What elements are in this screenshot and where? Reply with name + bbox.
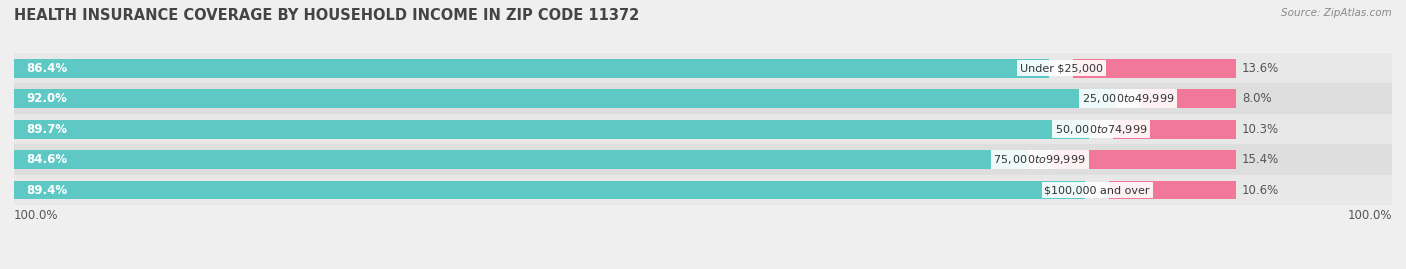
Bar	[1140, 89, 1236, 108]
Bar	[14, 150, 1028, 169]
Text: HEALTH INSURANCE COVERAGE BY HOUSEHOLD INCOME IN ZIP CODE 11372: HEALTH INSURANCE COVERAGE BY HOUSEHOLD I…	[14, 8, 640, 23]
Text: 84.6%: 84.6%	[27, 153, 67, 166]
Bar	[1112, 120, 1236, 139]
Bar	[14, 144, 1392, 175]
Bar	[1073, 59, 1236, 78]
Bar	[14, 180, 1085, 200]
Bar	[14, 59, 1049, 78]
Text: 8.0%: 8.0%	[1241, 92, 1272, 105]
Bar	[14, 83, 1392, 114]
Bar	[14, 53, 1392, 83]
Text: Under $25,000: Under $25,000	[1019, 63, 1102, 73]
Text: $25,000 to $49,999: $25,000 to $49,999	[1083, 92, 1174, 105]
Text: 10.3%: 10.3%	[1241, 123, 1279, 136]
Text: Source: ZipAtlas.com: Source: ZipAtlas.com	[1281, 8, 1392, 18]
Text: $100,000 and over: $100,000 and over	[1045, 185, 1150, 195]
Text: 15.4%: 15.4%	[1241, 153, 1279, 166]
Legend: With Coverage, Without Coverage: With Coverage, Without Coverage	[572, 266, 834, 269]
Text: 100.0%: 100.0%	[14, 209, 59, 222]
Text: 89.7%: 89.7%	[27, 123, 67, 136]
Text: 10.6%: 10.6%	[1241, 183, 1279, 197]
Bar	[1052, 150, 1236, 169]
Bar	[14, 175, 1392, 205]
Text: 92.0%: 92.0%	[27, 92, 67, 105]
Text: $75,000 to $99,999: $75,000 to $99,999	[994, 153, 1085, 166]
Text: 13.6%: 13.6%	[1241, 62, 1279, 75]
Text: 100.0%: 100.0%	[1347, 209, 1392, 222]
Bar	[1109, 180, 1236, 200]
Text: 86.4%: 86.4%	[27, 62, 67, 75]
Bar	[14, 120, 1088, 139]
Bar	[14, 89, 1116, 108]
Text: $50,000 to $74,999: $50,000 to $74,999	[1054, 123, 1147, 136]
Bar	[14, 114, 1392, 144]
Text: 89.4%: 89.4%	[27, 183, 67, 197]
